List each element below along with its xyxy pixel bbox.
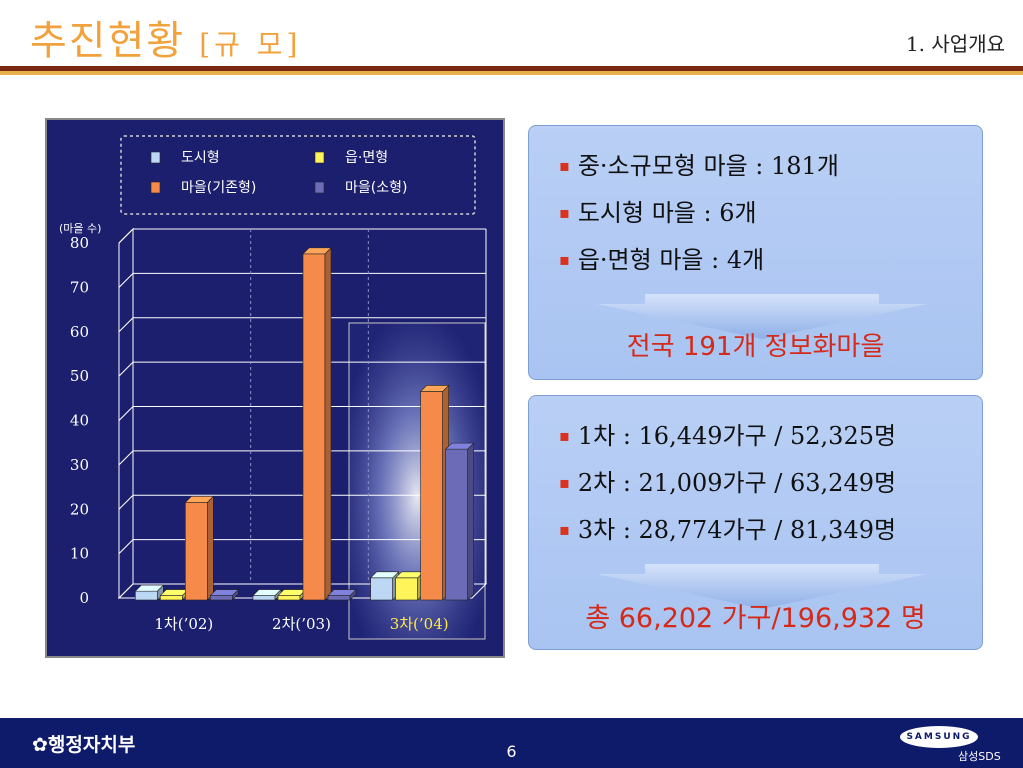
bar-top [369,571,400,579]
bar-top [252,589,282,596]
samsung-sds-label: 삼성SDS [958,750,1001,763]
ministry-emblem-icon: ✿ [32,734,48,756]
y-tick-label: 50 [70,367,89,385]
household-bullets: 1차 : 16,449가구 / 52,325명 2차 : 21,009가구 / … [559,414,896,555]
legend-label: 마을(기존형) [181,180,256,196]
bar [160,595,183,601]
legend-label: 도시형 [181,150,220,166]
bullet-item: 읍·면형 마을 : 4개 [559,238,839,285]
ministry-label: 행정자치부 [47,734,136,756]
legend-swatch [150,151,161,164]
bar-top [302,247,332,255]
title-text: 추진현황 [30,18,186,64]
ministry-name: ✿행정자치부 [32,730,135,757]
y-tick-label: 30 [70,456,89,474]
x-tick-label: 2차(’03) [272,615,331,633]
y-tick-label: 80 [70,234,89,252]
page-title: 추진현황 [규 모] [30,8,301,66]
title-subtitle: [규 모] [199,28,302,61]
legend-swatch [314,181,325,194]
y-tick-label: 0 [79,589,89,607]
bullet-item: 도시형 마을 : 6개 [559,191,839,238]
legend-swatch [314,151,325,164]
bullet-item: 중·소규모형 마을 : 181개 [559,144,839,191]
bar-side [207,495,214,601]
chart-svg: 0 10 20 30 40 50 60 70 80(마을 수) 1차(’02) 2차(’03) 3차(… [59,135,488,640]
gridline-diag [118,450,134,466]
down-arrow-icon [597,294,927,339]
bar [395,577,418,601]
x-tick-label: 1차(’02) [154,615,213,633]
village-summary-panel: 중·소규모형 마을 : 181개 도시형 마을 : 6개 읍·면형 마을 : 4… [528,125,983,380]
gridline-diag [118,228,134,244]
bullet-item: 3차 : 28,774가구 / 81,349명 [559,508,896,555]
y-tick-label: 70 [70,278,89,296]
legend-swatch [150,181,161,194]
bar-side [324,247,332,601]
section-label: 1. 사업개요 [905,32,1005,56]
bar-top [134,584,165,592]
bar [252,595,276,601]
bar-top [444,442,475,450]
header-divider [0,66,1023,71]
page-number: 6 [506,742,517,761]
bar-top [209,589,240,596]
bar [185,502,208,601]
legend-box [120,135,476,215]
household-summary-panel: 1차 : 16,449가구 / 52,325명 2차 : 21,009가구 / … [528,395,983,650]
gridline-diag [118,406,134,421]
samsung-logo: SAMSUNG [900,726,978,748]
bar [370,577,393,601]
village-total: 전국 191개 정보화마을 [626,332,885,362]
down-arrow-icon [597,564,927,609]
bar-chart: 0 10 20 30 40 50 60 70 80 (마을 수) 1차(’02) 2차(’03) 3차(… [45,118,505,658]
y-axis-label: (마을 수) [59,222,101,235]
y-tick-label: 40 [70,412,89,430]
y-tick-label: 60 [70,323,89,341]
bar-top [327,589,357,596]
bar [210,595,233,601]
footer: ✿행정자치부 6 SAMSUNG 삼성SDS [0,718,1023,768]
legend-label: 읍·면형 [345,150,388,166]
gridline-diag [118,317,134,333]
bar [135,590,158,601]
bar [420,391,443,601]
bar-side [467,442,474,601]
bar-top [184,496,215,503]
gridline-diag [118,273,134,288]
bullet-item: 2차 : 21,009가구 / 63,249명 [559,461,896,508]
legend-label: 마을(소형) [345,180,407,196]
bar [277,595,301,601]
bar [445,448,468,601]
y-tick-label: 20 [70,500,89,518]
household-total: 총 66,202 가구/196,932 명 [585,603,926,634]
bar [302,253,326,601]
x-tick-label: 3차(’04) [390,615,449,633]
gridline-diag [118,361,134,377]
village-bullets: 중·소규모형 마을 : 181개 도시형 마을 : 6개 읍·면형 마을 : 4… [559,144,839,285]
bullet-item: 1차 : 16,449가구 / 52,325명 [559,414,896,461]
y-tick-label: 10 [70,545,89,563]
gridline-diag [118,494,134,510]
header-divider-accent [0,71,1023,75]
gridline-diag [118,539,134,554]
bar-top [419,385,450,392]
bar [327,595,351,601]
